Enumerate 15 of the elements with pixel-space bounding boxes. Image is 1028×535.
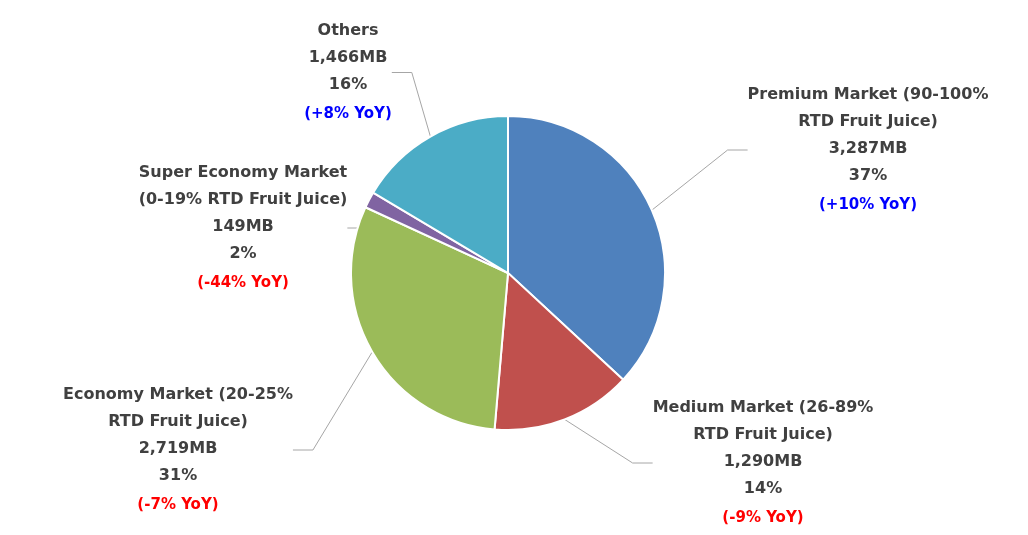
text: (-7% YoY) [137,495,219,513]
text: (+10% YoY) [818,195,918,213]
data-label: 1,466MB 16% [308,47,388,93]
slice-label: Medium Market (26-89% RTD Fruit Juice) [652,397,874,443]
slice-label: Premium Market (90-100% RTD Fruit Juice) [747,84,989,130]
slice-label: Others [317,20,379,39]
text: (-44% YoY) [197,273,289,291]
slice-label: Economy Market (20-25% RTD Fruit Juice) [63,384,293,430]
text: (+8% YoY) [304,104,392,122]
data-label: 3,287MB 37% [828,138,908,184]
slice-label: Super Economy Market (0-19% RTD Fruit Juice) [138,162,348,208]
data-label: 1,290MB 14% [723,451,803,497]
data-label: 149MB 2% [212,216,274,262]
data-label: 2,719MB 31% [138,438,218,484]
text: (-9% YoY) [722,508,804,526]
